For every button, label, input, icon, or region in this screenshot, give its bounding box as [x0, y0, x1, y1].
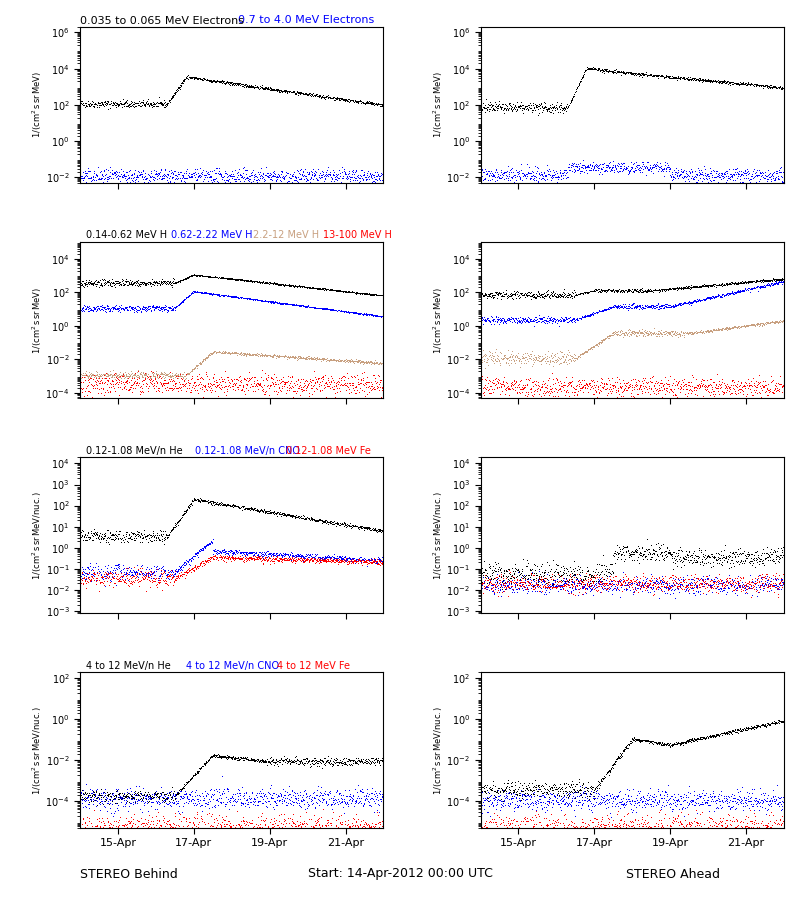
Y-axis label: $1/(\mathregular{cm}^2\,\mathregular{s}\,\mathregular{sr}\,\mathregular{MeV})$: $1/(\mathregular{cm}^2\,\mathregular{s}\…: [31, 71, 45, 139]
Text: 0.7 to 4.0 MeV Electrons: 0.7 to 4.0 MeV Electrons: [238, 15, 374, 25]
Y-axis label: $1/(\mathregular{cm}^2\,\mathregular{s}\,\mathregular{sr}\,\mathregular{MeV/nuc.: $1/(\mathregular{cm}^2\,\mathregular{s}\…: [431, 706, 445, 795]
Y-axis label: $1/(\mathregular{cm}^2\,\mathregular{s}\,\mathregular{sr}\,\mathregular{MeV})$: $1/(\mathregular{cm}^2\,\mathregular{s}\…: [431, 71, 445, 139]
Y-axis label: $1/(\mathregular{cm}^2\,\mathregular{s}\,\mathregular{sr}\,\mathregular{MeV})$: $1/(\mathregular{cm}^2\,\mathregular{s}\…: [30, 286, 44, 354]
Text: 13-100 MeV H: 13-100 MeV H: [322, 230, 392, 240]
Text: Start: 14-Apr-2012 00:00 UTC: Start: 14-Apr-2012 00:00 UTC: [307, 868, 493, 880]
Text: 0.12-1.08 MeV/n CNO: 0.12-1.08 MeV/n CNO: [195, 446, 300, 455]
Y-axis label: $1/(\mathregular{cm}^2\,\mathregular{s}\,\mathregular{sr}\,\mathregular{MeV/nuc.: $1/(\mathregular{cm}^2\,\mathregular{s}\…: [30, 491, 44, 580]
Text: STEREO Ahead: STEREO Ahead: [626, 868, 720, 880]
Text: 0.12-1.08 MeV Fe: 0.12-1.08 MeV Fe: [286, 446, 371, 455]
Text: 4 to 12 MeV/n He: 4 to 12 MeV/n He: [86, 661, 171, 670]
Text: 0.035 to 0.065 MeV Electrons: 0.035 to 0.065 MeV Electrons: [80, 16, 244, 26]
Y-axis label: $1/(\mathregular{cm}^2\,\mathregular{s}\,\mathregular{sr}\,\mathregular{MeV/nuc.: $1/(\mathregular{cm}^2\,\mathregular{s}\…: [431, 491, 445, 580]
Text: 4 to 12 MeV/n CNO: 4 to 12 MeV/n CNO: [186, 661, 279, 670]
Y-axis label: $1/(\mathregular{cm}^2\,\mathregular{s}\,\mathregular{sr}\,\mathregular{MeV})$: $1/(\mathregular{cm}^2\,\mathregular{s}\…: [431, 286, 445, 354]
Text: 4 to 12 MeV Fe: 4 to 12 MeV Fe: [278, 661, 350, 670]
Y-axis label: $1/(\mathregular{cm}^2\,\mathregular{s}\,\mathregular{sr}\,\mathregular{MeV/nuc.: $1/(\mathregular{cm}^2\,\mathregular{s}\…: [30, 706, 44, 795]
Text: 0.12-1.08 MeV/n He: 0.12-1.08 MeV/n He: [86, 446, 182, 455]
Text: 2.2-12 MeV H: 2.2-12 MeV H: [253, 230, 319, 240]
Text: 0.14-0.62 MeV H: 0.14-0.62 MeV H: [86, 230, 167, 240]
Text: STEREO Behind: STEREO Behind: [80, 868, 178, 880]
Text: 0.62-2.22 MeV H: 0.62-2.22 MeV H: [171, 230, 253, 240]
